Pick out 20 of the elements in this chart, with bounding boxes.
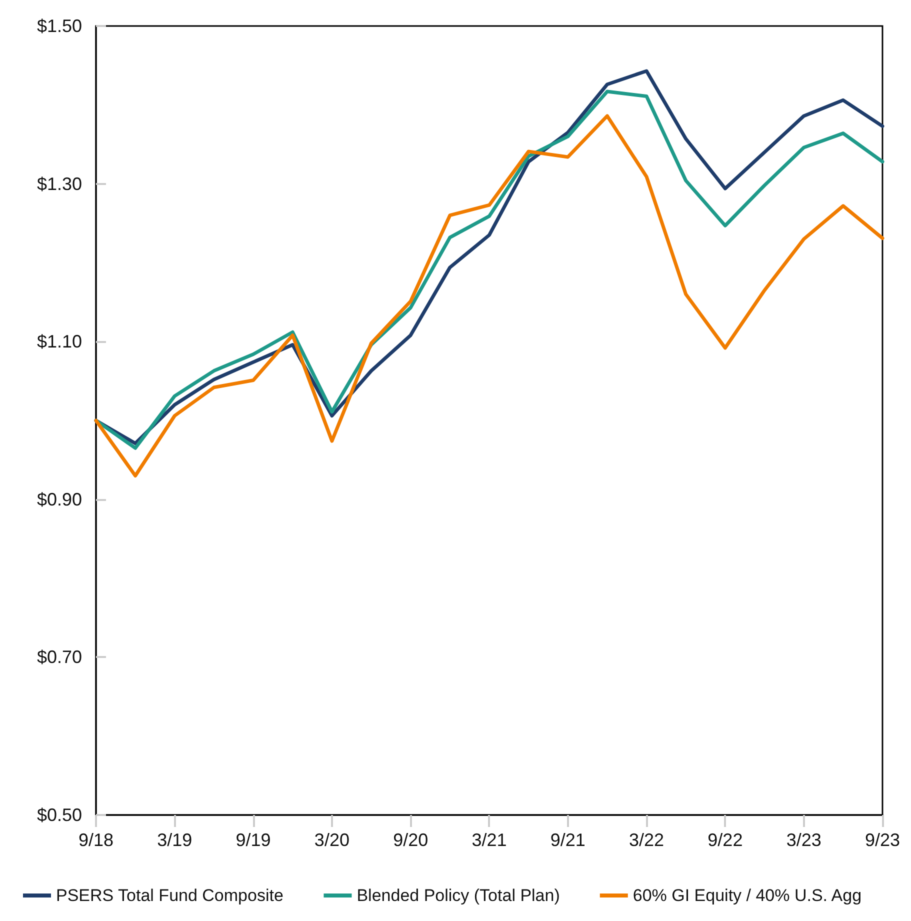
x-tick-label: 3/23 xyxy=(786,830,822,850)
y-tick-label: $0.70 xyxy=(36,647,82,668)
x-tick-label: 3/22 xyxy=(629,830,664,850)
y-tick-label: $0.90 xyxy=(36,489,82,510)
y-tick-label: $1.30 xyxy=(36,174,82,194)
x-tick-label: 9/20 xyxy=(393,830,428,850)
x-tick-label: 9/22 xyxy=(708,830,743,850)
x-tick-label: 3/20 xyxy=(314,830,350,850)
x-tick-label: 9/19 xyxy=(236,830,271,850)
legend-label: PSERS Total Fund Composite xyxy=(56,886,284,905)
legend-label: 60% GI Equity / 40% U.S. Agg xyxy=(632,886,862,905)
x-tick-label: 9/21 xyxy=(550,830,586,850)
legend-label: Blended Policy (Total Plan) xyxy=(356,886,560,905)
x-tick-label: 9/23 xyxy=(864,830,900,850)
x-tick-label: 9/18 xyxy=(78,830,114,850)
x-tick-label: 3/21 xyxy=(472,830,507,850)
y-tick-label: $0.50 xyxy=(36,805,82,825)
y-tick-label: $1.10 xyxy=(36,332,82,352)
x-tick-label: 3/19 xyxy=(157,830,192,850)
y-tick-label: $1.50 xyxy=(36,16,82,36)
